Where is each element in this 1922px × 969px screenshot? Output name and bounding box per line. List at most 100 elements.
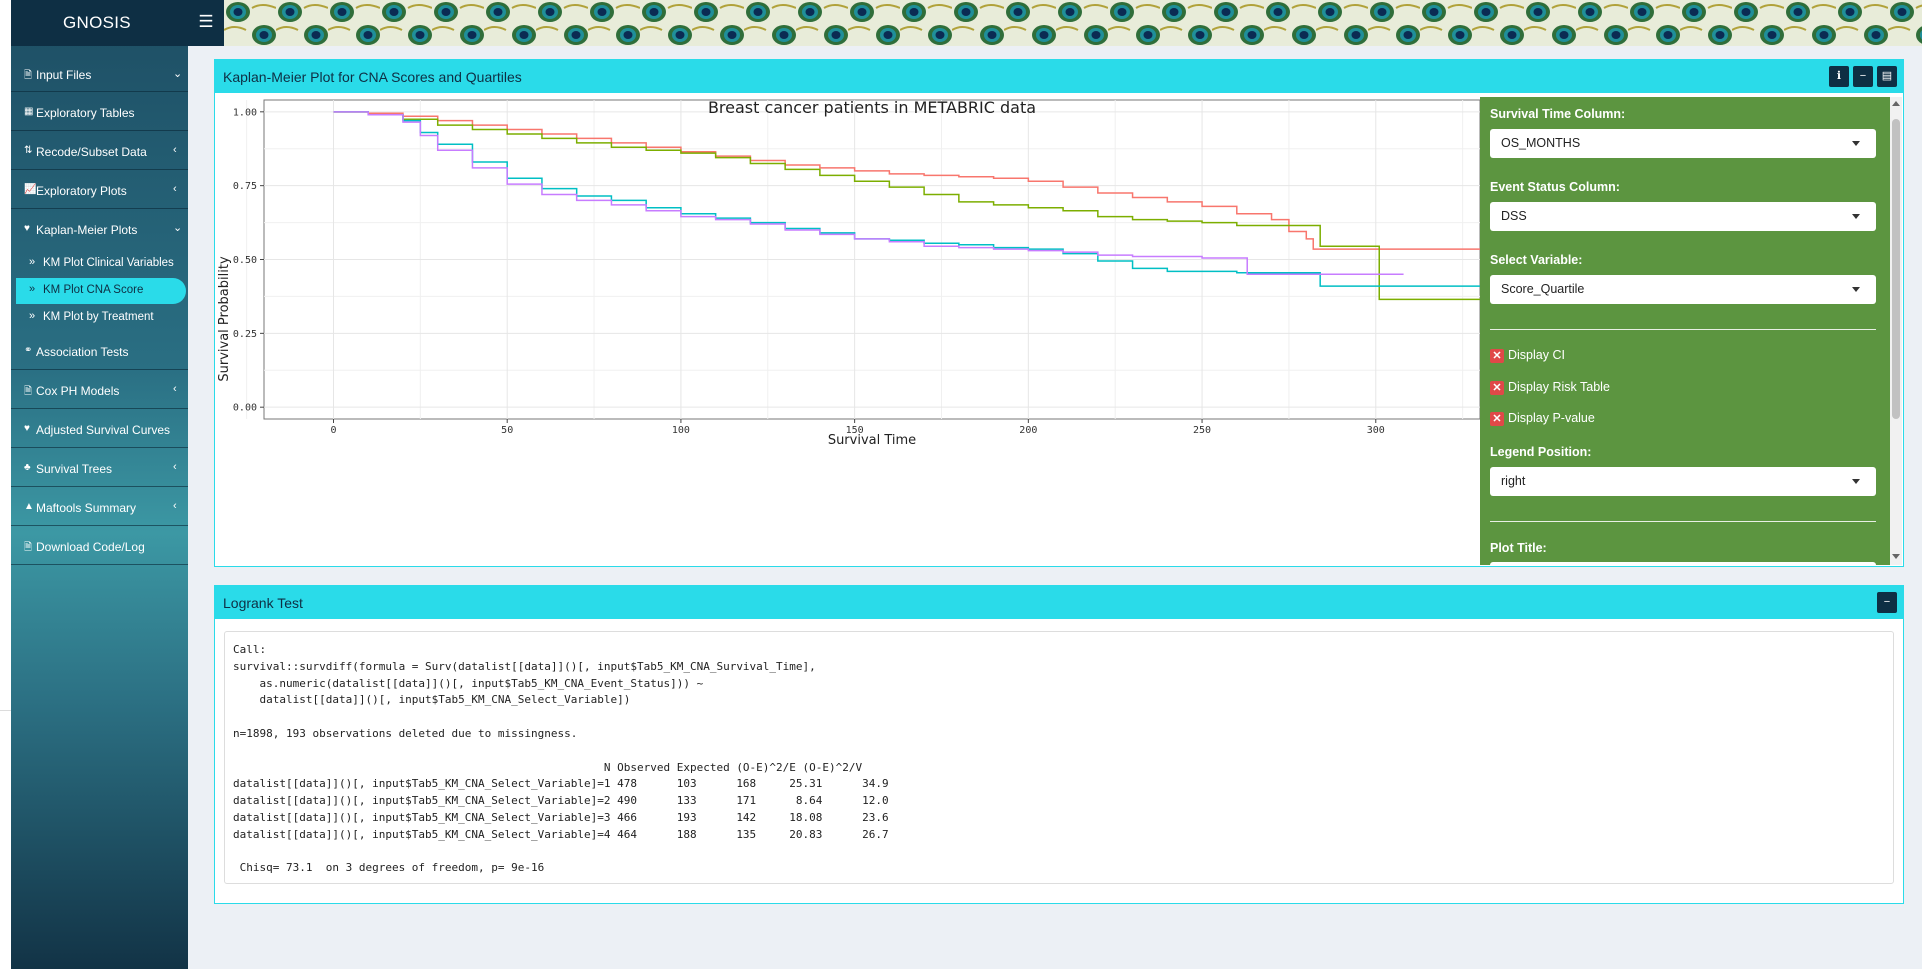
info-icon: ℹ — [1836, 70, 1842, 82]
select-variable-label: Select Variable: — [1490, 253, 1583, 267]
event-status-select[interactable]: DSS — [1490, 202, 1876, 231]
logrank-box-header: Logrank Test − — [215, 586, 1903, 619]
sort-icon: ⇅ — [24, 145, 33, 156]
sidebar-subitem-km-treatment[interactable]: » KM Plot by Treatment — [29, 310, 154, 323]
sidebar — [11, 0, 188, 969]
options-scrollbar[interactable] — [1890, 97, 1902, 565]
double-chevron-right-icon: » — [29, 310, 36, 322]
km-chart: 0 50 100 150 200 250 300 0.00 0.25 0.50 0.75 1.00 B… — [216, 96, 1480, 563]
collapse-button[interactable]: − — [1853, 66, 1873, 87]
chart-ylabel: Survival Probability — [217, 256, 232, 382]
sidebar-item-association-tests[interactable]: ⚭ Association Tests — [11, 332, 188, 370]
x-tick-label: 0 — [330, 425, 336, 436]
left-page-edge — [0, 0, 11, 969]
output-line: datalist[[data]]()[, input$Tab5_KM_CNA_S… — [233, 777, 889, 791]
divider — [1490, 521, 1876, 522]
sidebar-item-download-code[interactable]: 🗎 Download Code/Log — [11, 527, 188, 565]
legend-position-select[interactable]: right — [1490, 467, 1876, 496]
minus-icon: − — [1859, 70, 1867, 82]
output-line — [233, 743, 889, 760]
chevron-down-icon: ⌄ — [173, 68, 183, 80]
warning-icon: ▲ — [24, 501, 34, 512]
double-chevron-right-icon: » — [29, 256, 36, 268]
sidebar-item-exploratory-tables[interactable]: ▦ Exploratory Tables — [11, 93, 188, 131]
scroll-down-icon — [1892, 554, 1900, 559]
display-risk-table-checkbox[interactable]: ✕ Display Risk Table — [1490, 380, 1610, 395]
x-tick-label: 200 — [1019, 425, 1037, 436]
sidebar-item-cox-ph[interactable]: 🗎 Cox PH Models ‹ — [11, 371, 188, 409]
line-chart-icon: 📈 — [24, 184, 37, 195]
chevron-down-icon: ⌄ — [173, 222, 183, 234]
x-tick-label: 100 — [672, 425, 690, 436]
heartbeat-icon: ♥ — [24, 223, 30, 234]
file-icon: 🗎 — [24, 386, 33, 397]
sidebar-item-input-files[interactable]: 🗎 Input Files ⌄ — [11, 56, 188, 92]
survival-time-label: Survival Time Column: — [1490, 107, 1626, 121]
panel-icon: ▤ — [1881, 70, 1893, 82]
chevron-left-icon: ‹ — [173, 461, 177, 473]
tree-icon: ♣ — [24, 462, 31, 473]
caret-down-icon — [1852, 141, 1860, 146]
output-line: Chisq= 73.1 on 3 degrees of freedom, p= … — [233, 861, 545, 875]
chart-title: Breast cancer patients in METABRIC data — [708, 98, 1036, 117]
logrank-output: Call: survival::survdiff(formula = Surv(d… — [224, 631, 1894, 884]
caret-down-icon — [1852, 214, 1860, 219]
survival-time-select[interactable]: OS_MONTHS — [1490, 129, 1876, 158]
y-tick-label: 0.75 — [233, 181, 257, 192]
output-line: datalist[[data]]()[, input$Tab5_KM_CNA_S… — [233, 693, 631, 707]
plot-title-input[interactable] — [1490, 562, 1876, 565]
plot-title-label: Plot Title: — [1490, 541, 1547, 555]
display-pvalue-checkbox[interactable]: ✕ Display P-value — [1490, 411, 1595, 426]
km-curve-series-1 — [333, 111, 1480, 250]
scrollbar-thumb[interactable] — [1892, 119, 1900, 419]
sidebar-toggle-box-button[interactable]: ▤ — [1877, 66, 1897, 87]
app-name: GNOSIS — [63, 13, 131, 32]
collapse-button[interactable]: − — [1877, 592, 1897, 613]
output-line: as.numeric(datalist[[data]]()[, input$Ta… — [233, 676, 704, 690]
sidebar-item-maftools[interactable]: ▲ Maftools Summary ‹ — [11, 488, 188, 526]
chevron-left-icon: ‹ — [173, 500, 177, 512]
sidebar-item-exploratory-plots[interactable]: 📈 Exploratory Plots ‹ — [11, 171, 188, 209]
minus-icon: − — [1883, 596, 1891, 608]
x-tick-label: 50 — [501, 425, 513, 436]
table-icon: ▦ — [24, 106, 34, 117]
chart-xlabel: Survival Time — [828, 433, 916, 448]
caret-down-icon — [1852, 287, 1860, 292]
sidebar-toggle-button[interactable]: ☰ — [188, 0, 224, 46]
brand-header: GNOSIS — [11, 0, 188, 46]
y-tick-label: 0.00 — [233, 403, 257, 414]
scroll-up-icon — [1892, 101, 1900, 106]
y-tick-label: 0.25 — [233, 329, 257, 340]
divider — [1490, 329, 1876, 330]
close-icon: ✕ — [1490, 348, 1504, 363]
sidebar-item-survival-trees[interactable]: ♣ Survival Trees ‹ — [11, 449, 188, 487]
x-tick-label: 250 — [1193, 425, 1211, 436]
select-variable-select[interactable]: Score_Quartile — [1490, 275, 1876, 304]
x-tick-label: 150 — [846, 425, 864, 436]
sidebar-item-kaplan-meier[interactable]: ♥ Kaplan-Meier Plots ⌄ — [24, 222, 183, 237]
close-icon: ✕ — [1490, 380, 1504, 395]
sidebar-subitem-km-cna-score[interactable]: » KM Plot CNA Score — [16, 278, 186, 304]
logrank-output-text: Call: survival::survdiff(formula = Surv(d… — [233, 642, 889, 877]
close-icon: ✕ — [1490, 411, 1504, 426]
sidebar-item-adjusted-survival[interactable]: ♥ Adjusted Survival Curves — [11, 410, 188, 448]
output-line: n=1898, 193 observations deleted due to … — [233, 726, 578, 740]
peacock-banner — [224, 0, 1922, 46]
output-line: N Observed Expected (O-E)^2/E (O-E)^2/V — [233, 760, 863, 774]
sidebar-item-recode-subset[interactable]: ⇅ Recode/Subset Data ‹ — [11, 132, 188, 170]
file-icon: 🗎 — [24, 542, 33, 553]
file-icon: 🗎 — [24, 70, 33, 81]
peacock-pattern-icon — [224, 0, 1922, 46]
output-line — [233, 844, 889, 861]
caret-down-icon — [1852, 479, 1860, 484]
x-tick-label: 300 — [1367, 425, 1385, 436]
output-line: Call: — [233, 643, 267, 656]
output-line: datalist[[data]]()[, input$Tab5_KM_CNA_S… — [233, 794, 889, 808]
legend-position-label: Legend Position: — [1490, 445, 1592, 459]
info-button[interactable]: ℹ — [1829, 66, 1849, 87]
connect-icon: ⚭ — [24, 345, 33, 356]
sidebar-subitem-km-clinical[interactable]: » KM Plot Clinical Variables — [29, 256, 174, 269]
km-options-panel: Survival Time Column: OS_MONTHS Event St… — [1480, 97, 1890, 565]
display-ci-checkbox[interactable]: ✕ Display CI — [1490, 348, 1565, 363]
km-box-header: Kaplan-Meier Plot for CNA Scores and Qua… — [215, 60, 1903, 93]
